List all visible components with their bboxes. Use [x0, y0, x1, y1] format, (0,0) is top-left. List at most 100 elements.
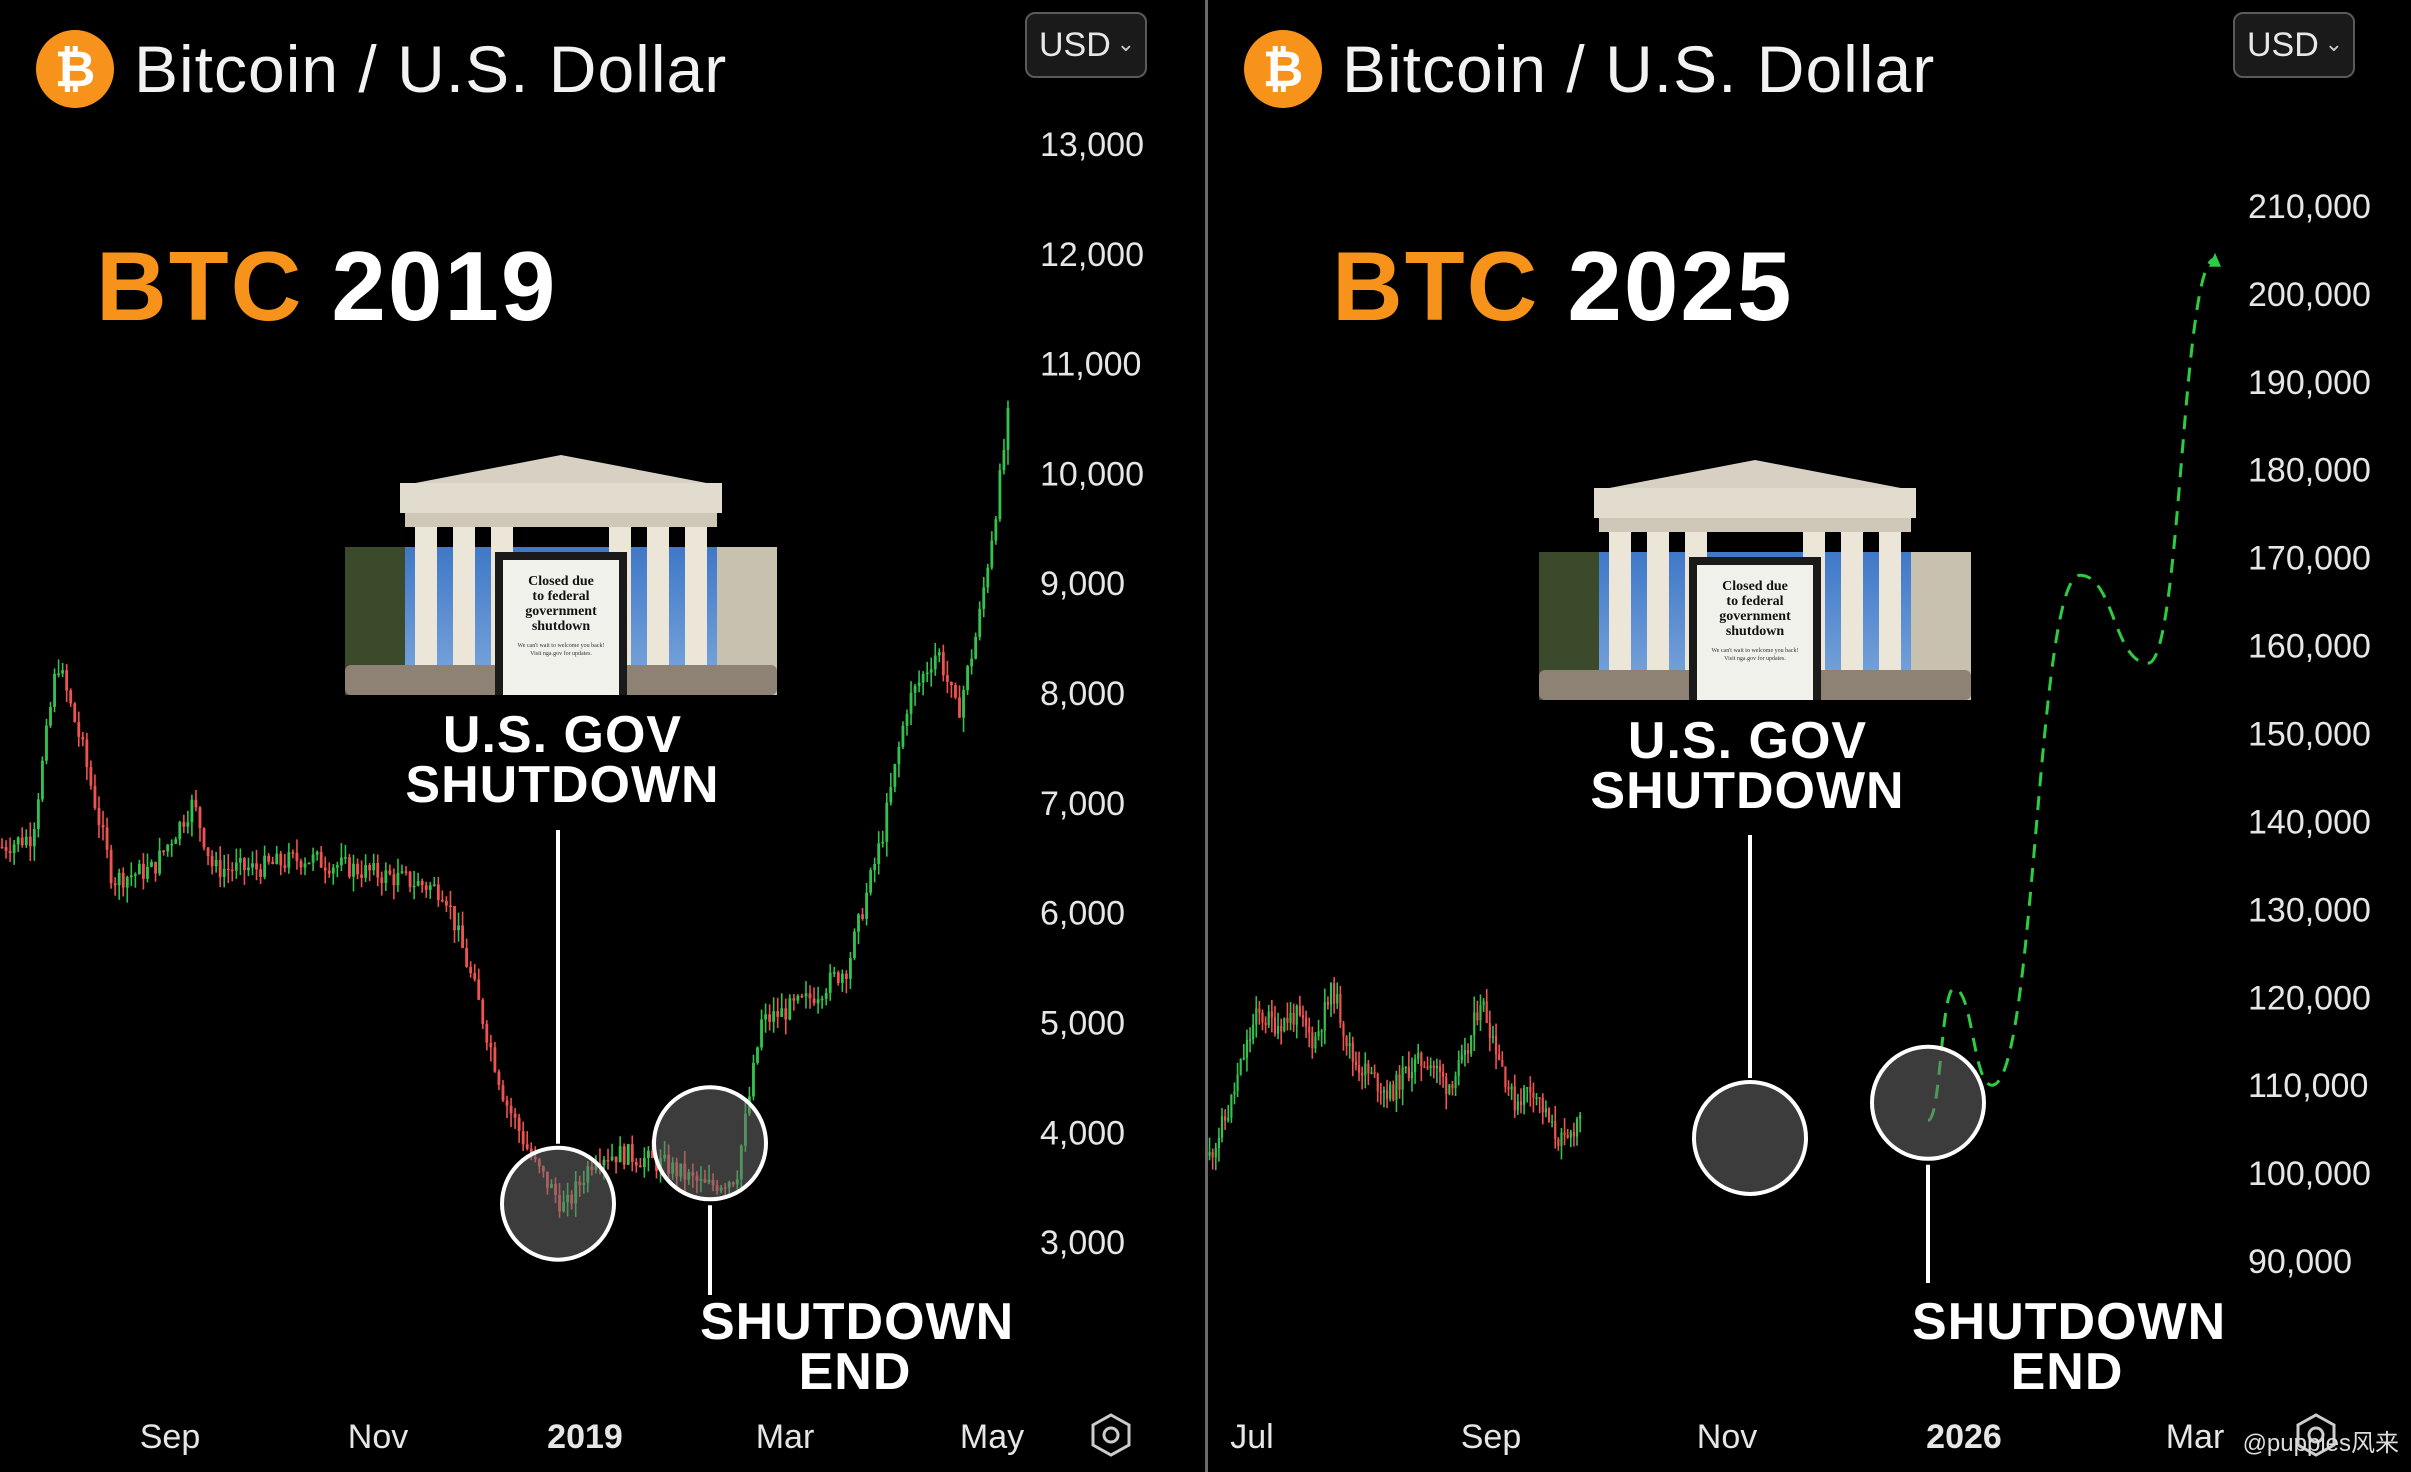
candle-body — [1541, 1097, 1544, 1113]
year-label: 2019 — [331, 231, 558, 341]
price-chart-2019[interactable]: 3,000 4,000 5,000 6,000 7,000 8,000 9,000 10,00… — [0, 0, 1205, 1472]
svg-text:government: government — [1719, 609, 1791, 624]
candle-body — [1445, 1076, 1448, 1094]
candle-body — [1227, 1117, 1230, 1121]
candle-body — [396, 872, 400, 886]
candle-body — [1429, 1065, 1432, 1069]
candle-body — [1516, 1101, 1519, 1111]
candle-body — [1510, 1086, 1513, 1090]
candle-body — [331, 867, 335, 874]
candle-body — [1211, 1152, 1214, 1158]
candle-body — [966, 666, 969, 691]
candle-body — [760, 1019, 763, 1048]
candle-body — [97, 808, 101, 825]
candle-body — [970, 658, 974, 667]
candle-body — [133, 874, 137, 876]
candle-body — [1283, 1018, 1286, 1032]
candle-body — [877, 843, 881, 864]
svg-text:Closed due: Closed due — [1722, 579, 1788, 594]
candle-body — [869, 870, 873, 893]
candle-body — [323, 867, 327, 871]
candle-body — [0, 846, 4, 849]
candle-body — [792, 998, 796, 1001]
x-tick-label: Nov — [1697, 1418, 1757, 1456]
chart-panel-2019: 3,000 4,000 5,000 6,000 7,000 8,000 9,000 10,00… — [0, 0, 1205, 1472]
shutdown-start-line1: U.S. GOV — [442, 706, 683, 764]
price-chart-2025[interactable]: 90,000 100,000 110,000 120,000 130,000 140,00… — [1208, 0, 2411, 1472]
candle-body — [1245, 1039, 1249, 1058]
candle-body — [1535, 1097, 1538, 1099]
candle-body — [1345, 1036, 1348, 1047]
candle-body — [1482, 1001, 1485, 1006]
candle-body — [186, 822, 190, 827]
candle-body — [1329, 983, 1333, 1005]
settings-hexagon-icon[interactable] — [1088, 1412, 1134, 1458]
candle-body — [1336, 994, 1339, 1004]
candle-body — [1501, 1060, 1504, 1067]
candle-body — [352, 863, 355, 877]
candle-body — [473, 973, 477, 980]
candle-body — [61, 670, 65, 674]
svg-text:shutdown: shutdown — [532, 619, 591, 634]
candle-body — [958, 697, 961, 718]
pair-title: Bitcoin / U.S. Dollar — [134, 32, 728, 106]
candle-body — [449, 905, 452, 908]
candle-body — [618, 1146, 622, 1163]
candle-body — [925, 672, 929, 675]
candle-body — [950, 681, 953, 686]
candle-body — [1566, 1135, 1569, 1138]
candle-body — [299, 861, 303, 868]
candle-body — [768, 1014, 772, 1022]
y-tick-label: 210,000 — [2248, 188, 2371, 226]
y-tick-label: 9,000 — [1040, 565, 1125, 603]
currency-select[interactable]: USD ⌄ — [2233, 12, 2355, 78]
svg-text:Visit nga.gov for updates.: Visit nga.gov for updates. — [530, 650, 592, 657]
candle-body — [259, 869, 262, 877]
candle-body — [1460, 1054, 1463, 1061]
svg-text:Closed due: Closed due — [528, 574, 594, 589]
candle-body — [198, 807, 202, 829]
currency-select[interactable]: USD ⌄ — [1025, 12, 1147, 78]
candle-body — [121, 872, 125, 888]
candle-body — [1364, 1063, 1367, 1076]
settings-hexagon-icon[interactable] — [2293, 1412, 2339, 1458]
candle-body — [339, 857, 343, 866]
candle-body — [752, 1062, 755, 1097]
candle-body — [610, 1156, 614, 1160]
y-tick-label: 100,000 — [2248, 1155, 2371, 1193]
candle-body — [178, 822, 182, 840]
candle-body — [1267, 1011, 1270, 1026]
shutdown-end-line2: END — [798, 1343, 912, 1401]
candle-body — [1339, 994, 1342, 1024]
candle-body — [129, 875, 133, 878]
candle-body — [20, 837, 24, 846]
candle-body — [824, 992, 828, 999]
candle-body — [77, 721, 81, 737]
candle-body — [158, 850, 161, 874]
chart-header: ₿ Bitcoin / U.S. Dollar — [1244, 30, 1935, 108]
candle-body — [432, 884, 436, 886]
candle-body — [28, 836, 32, 847]
candle-body — [65, 670, 69, 691]
candle-body — [275, 853, 279, 864]
candle-body — [857, 914, 860, 932]
candle-body — [881, 841, 885, 844]
shutdown-end-line1: SHUTDOWN — [1912, 1293, 2227, 1351]
candle-body — [861, 914, 864, 919]
candle-body — [638, 1165, 642, 1168]
candle-body — [501, 1085, 505, 1101]
candle-body — [1494, 1036, 1498, 1055]
y-tick-label: 130,000 — [2248, 891, 2371, 929]
candle-body — [36, 799, 40, 830]
projection-arrow — [2209, 252, 2221, 267]
shutdown-start-line2: SHUTDOWN — [405, 756, 720, 814]
candle-body — [994, 519, 998, 541]
candle-body — [517, 1117, 521, 1132]
candle-body — [49, 706, 52, 726]
candle-body — [1401, 1067, 1404, 1090]
candle-body — [917, 682, 921, 686]
candle-body — [251, 863, 254, 868]
candle-body — [32, 829, 36, 847]
candle-body — [327, 870, 331, 874]
x-tick-label: 2019 — [547, 1418, 623, 1456]
